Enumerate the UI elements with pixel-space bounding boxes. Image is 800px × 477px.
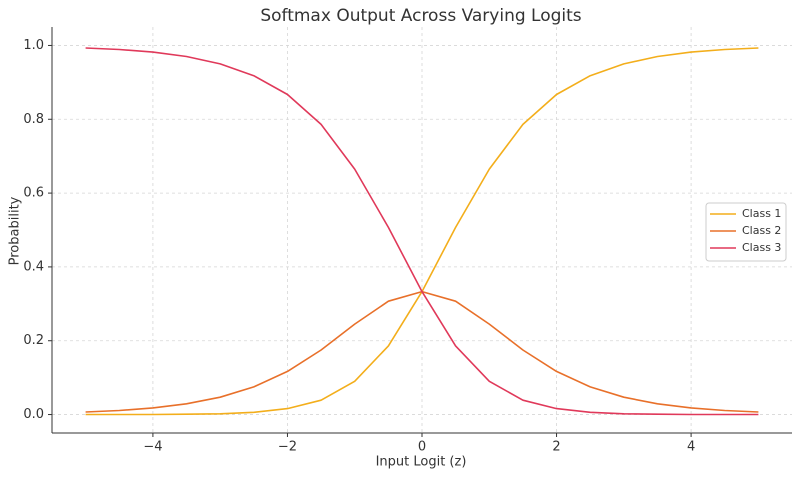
y-tick-label: 0.4 xyxy=(23,259,44,274)
chart-title: Softmax Output Across Varying Logits xyxy=(260,6,581,26)
y-tick-label: 0.0 xyxy=(23,407,44,422)
y-tick-label: 0.6 xyxy=(23,186,44,201)
legend-label: Class 1 xyxy=(742,207,781,220)
line xyxy=(85,47,759,416)
legend-label: Class 2 xyxy=(742,224,781,237)
legend-box xyxy=(705,202,787,262)
x-tick-label: −4 xyxy=(143,440,162,455)
y-tick-label: 0.8 xyxy=(23,112,44,127)
y-axis-label: Probability xyxy=(8,196,23,265)
y-tick-label: 1.0 xyxy=(23,38,44,53)
y-tick-label: 0.2 xyxy=(23,333,44,348)
x-axis-label: Input Logit (z) xyxy=(376,455,467,470)
x-tick-label: −2 xyxy=(278,440,297,455)
legend-label: Class 3 xyxy=(742,241,781,254)
legend: Class 1 Class 2 Class 3 xyxy=(705,202,787,262)
x-tick-label: 4 xyxy=(687,440,695,455)
x-tick-label: 0 xyxy=(418,440,426,455)
x-tick-label: 2 xyxy=(552,440,560,455)
